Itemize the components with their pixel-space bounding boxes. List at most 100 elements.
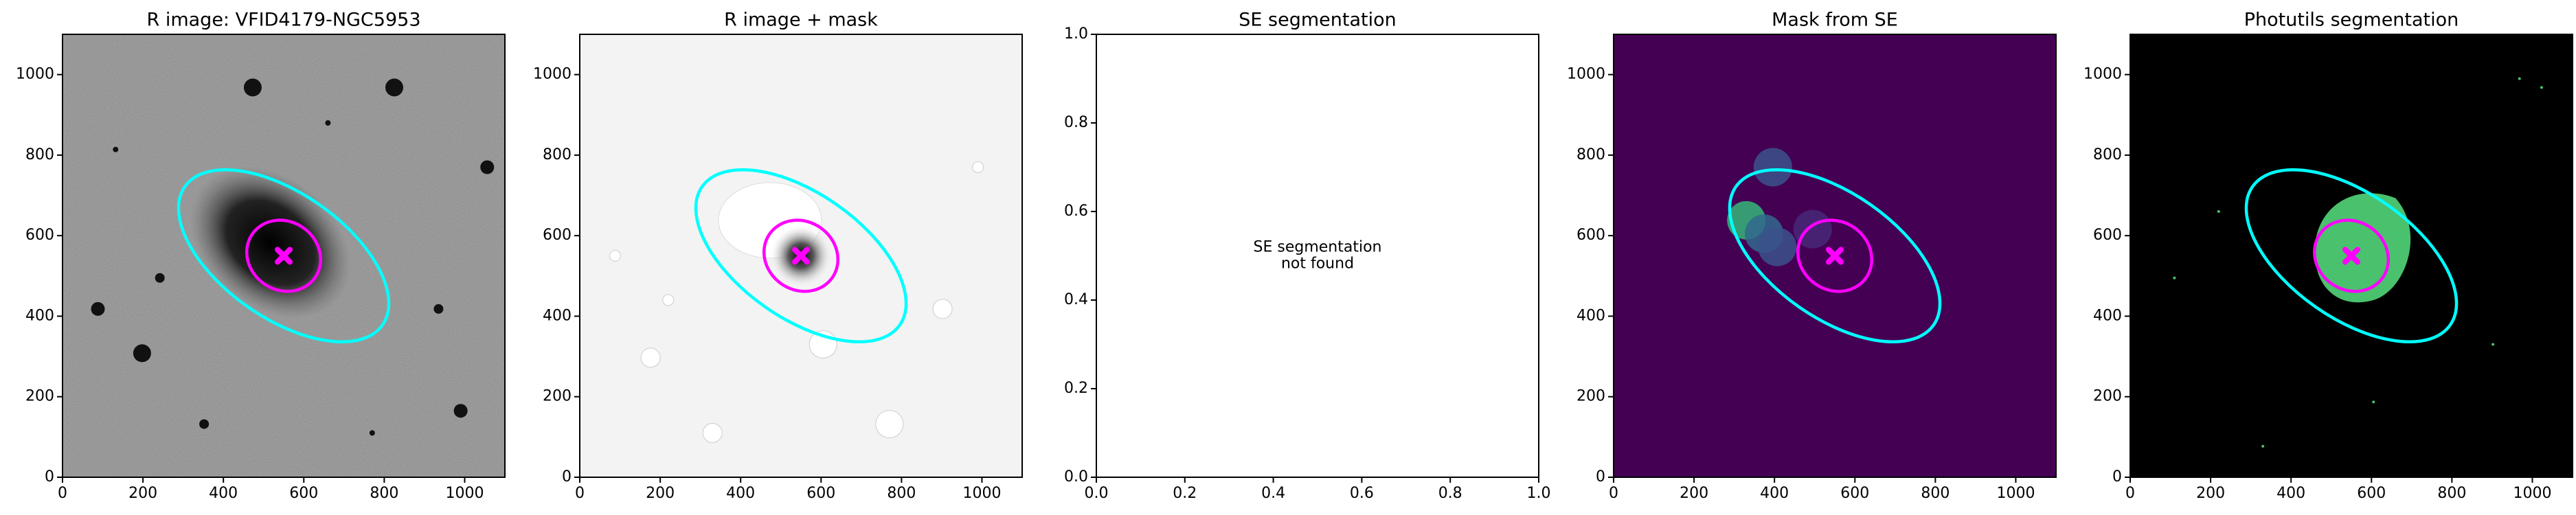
x-tick-label: 400: [1760, 485, 1789, 502]
y-tick-label: 200: [1577, 388, 1605, 405]
aperture-ellipse: [2244, 168, 2459, 344]
y-tick-label: 400: [543, 307, 572, 324]
y-tick-label: 1000: [533, 66, 572, 83]
x-tick-label: 1000: [445, 485, 484, 502]
y-tick-label: 1000: [16, 66, 54, 83]
mask-hole: [609, 250, 622, 262]
x-tick-label: 600: [1840, 485, 1869, 502]
segment-dot: [2217, 210, 2220, 213]
panel: Photutils segmentation 0 200 400 600 800 1000 0…: [2083, 10, 2573, 502]
star: [243, 78, 262, 97]
y-tick-label: 1000: [1567, 66, 1605, 83]
y-tick-label: 0: [45, 468, 54, 485]
segment: [1753, 148, 1792, 187]
plot-area: [1614, 34, 2056, 477]
star: [91, 301, 105, 316]
mask-hole: [640, 347, 661, 368]
x-tick-label: 0.0: [1085, 485, 1109, 502]
panel-title: R image: VFID4179-NGC5953: [146, 10, 420, 31]
star: [453, 404, 468, 418]
aperture-ellipse: [694, 168, 908, 344]
y-tick-label: 800: [2093, 146, 2122, 163]
y-tick-label: 200: [543, 388, 572, 405]
y-tick-label: 600: [25, 227, 54, 244]
x-tick-label: 1000: [962, 485, 1001, 502]
aperture-ellipse: [245, 218, 323, 293]
segment: [1793, 209, 1832, 249]
segment: [1758, 227, 1797, 266]
y-tick-label: 0.2: [1064, 380, 1088, 397]
y-tick-label: 0: [562, 468, 572, 485]
x-tick-label: 0: [575, 485, 585, 502]
mask-hole: [875, 410, 904, 439]
segment-dot: [2492, 343, 2495, 346]
star: [480, 160, 495, 174]
y-tick-label: 1000: [2083, 66, 2122, 83]
x-tick-label: 400: [209, 485, 238, 502]
center-marker: [1826, 247, 1844, 265]
star: [199, 419, 210, 429]
star: [385, 78, 403, 97]
x-tick-label: 1000: [2513, 485, 2551, 502]
panel-title: Photutils segmentation: [2244, 10, 2459, 31]
segment-dot: [2518, 77, 2521, 80]
x-tick-label: 800: [1921, 485, 1950, 502]
x-tick-label: 800: [370, 485, 398, 502]
panel: R image: VFID4179-NGC5953 0 200 400 600 800 10…: [16, 10, 506, 502]
x-tick-label: 400: [2276, 485, 2305, 502]
axes-frame: [1096, 34, 1539, 478]
mask-hole: [932, 299, 953, 319]
x-tick-label: 400: [726, 485, 755, 502]
y-tick-label: 0.0: [1064, 468, 1088, 485]
annotation: SE segmentation: [1254, 239, 1382, 256]
axes-frame: [1613, 34, 2057, 478]
plot-area: [63, 34, 505, 477]
x-tick-label: 0.2: [1173, 485, 1197, 502]
aperture-ellipse: [2312, 218, 2391, 293]
y-tick-label: 600: [543, 227, 572, 244]
y-tick-label: 800: [543, 146, 572, 163]
y-tick-label: 0.6: [1064, 203, 1088, 220]
axes-frame: [2129, 34, 2573, 478]
y-tick-label: 0.8: [1064, 114, 1088, 131]
y-tick-label: 400: [1577, 307, 1605, 324]
y-tick-label: 0: [1596, 468, 1605, 485]
x-tick-label: 600: [2357, 485, 2386, 502]
x-tick-label: 1.0: [1527, 485, 1551, 502]
aperture-ellipse: [1728, 168, 1942, 344]
y-tick-label: 0.4: [1064, 291, 1088, 308]
x-tick-label: 0: [1609, 485, 1618, 502]
star: [369, 430, 375, 436]
x-tick-label: 200: [2196, 485, 2225, 502]
y-tick-label: 200: [2093, 388, 2122, 405]
y-tick-label: 400: [2093, 307, 2122, 324]
annotation: not found: [1281, 255, 1354, 273]
panel-title: Mask from SE: [1772, 10, 1898, 31]
y-tick-label: 600: [1577, 227, 1605, 244]
y-tick-label: 200: [25, 388, 54, 405]
center-marker: [275, 247, 293, 265]
aperture-ellipse: [177, 168, 391, 344]
aperture-ellipse: [1796, 218, 1874, 293]
mask-hole: [702, 423, 723, 443]
axes-frame: [579, 34, 1023, 478]
center-marker: [2342, 247, 2360, 265]
y-tick-label: 800: [1577, 146, 1605, 163]
plot-area: [2130, 34, 2573, 477]
star: [433, 304, 444, 314]
y-tick-label: 400: [25, 307, 54, 324]
mask-hole: [972, 161, 984, 173]
x-tick-label: 600: [806, 485, 835, 502]
aperture-ellipse: [762, 218, 840, 293]
star: [155, 273, 165, 283]
x-tick-label: 800: [2437, 485, 2466, 502]
segment-dot: [2540, 86, 2543, 89]
panel-title: R image + mask: [724, 10, 878, 31]
galaxy: [190, 166, 351, 319]
x-tick-label: 1000: [1996, 485, 2035, 502]
panel: R image + mask 0 200 400 600 800 1000 0 200 400 60…: [533, 10, 1023, 502]
x-tick-label: 0.8: [1438, 485, 1462, 502]
x-tick-label: 800: [887, 485, 916, 502]
